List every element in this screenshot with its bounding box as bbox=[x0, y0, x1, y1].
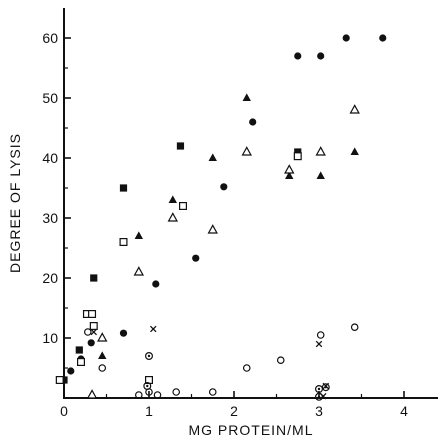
marker-dot bbox=[147, 354, 151, 358]
open-triangle-point bbox=[315, 146, 326, 156]
filled-circle-point bbox=[67, 367, 75, 375]
filled-circle-point bbox=[87, 339, 95, 347]
open-triangle-point bbox=[349, 104, 360, 114]
open-circle-point bbox=[84, 328, 92, 336]
dotted-circle-point bbox=[321, 383, 330, 392]
open-circle-point bbox=[98, 364, 107, 372]
filled-triangle-point bbox=[208, 153, 217, 161]
filled-circle-point bbox=[119, 329, 128, 337]
open-triangle-point bbox=[167, 212, 179, 222]
open-circle-point bbox=[135, 391, 143, 399]
open-square-point bbox=[76, 358, 85, 367]
dotted-circle-point bbox=[143, 382, 152, 391]
filled-triangle-point bbox=[168, 195, 177, 203]
open-triangle-point bbox=[97, 332, 108, 342]
filled-circle-point bbox=[152, 280, 160, 288]
open-square-point bbox=[119, 238, 128, 247]
filled-square-point bbox=[119, 184, 128, 192]
y-tick-label: 10 bbox=[42, 330, 58, 346]
filled-triangle-point bbox=[285, 171, 294, 179]
open-circle-point bbox=[242, 364, 251, 372]
open-triangle-point bbox=[207, 224, 218, 234]
y-axis-label: DEGREE OF LYSIS bbox=[7, 133, 23, 273]
open-circle-point bbox=[208, 388, 217, 396]
filled-circle-point bbox=[294, 52, 302, 60]
filled-circle-point bbox=[192, 254, 200, 262]
filled-square-point bbox=[75, 346, 83, 354]
open-square-point bbox=[293, 152, 302, 161]
marker-dot bbox=[317, 387, 321, 391]
filled-square-point bbox=[176, 142, 185, 150]
marker-stroke bbox=[322, 382, 330, 390]
filled-square-point bbox=[60, 376, 68, 384]
open-square-point bbox=[55, 376, 64, 385]
marker-ring bbox=[143, 382, 152, 391]
data-points bbox=[55, 34, 387, 401]
y-tick-label: 40 bbox=[42, 150, 58, 166]
cross-point bbox=[90, 328, 98, 336]
y-tick-label: 30 bbox=[42, 210, 58, 226]
open-circle-point bbox=[276, 356, 285, 365]
y-tick-label: 60 bbox=[42, 30, 58, 46]
filled-triangle-point bbox=[134, 231, 143, 239]
marker-dot bbox=[146, 384, 149, 388]
cross-point bbox=[322, 382, 330, 390]
y-tick-label: 20 bbox=[42, 270, 58, 286]
marker-stroke bbox=[315, 340, 323, 348]
open-triangle-point bbox=[284, 164, 295, 174]
marker-ring bbox=[321, 383, 330, 392]
open-triangle-point bbox=[86, 389, 98, 399]
marker-stroke bbox=[319, 392, 327, 400]
open-circle-point bbox=[172, 388, 181, 396]
dotted-circle-point bbox=[145, 352, 154, 361]
x-tick-label: 0 bbox=[60, 403, 68, 419]
open-square-point bbox=[179, 202, 188, 211]
open-triangle-point bbox=[241, 146, 252, 156]
filled-circle-point bbox=[249, 118, 257, 126]
open-circle-point bbox=[153, 391, 162, 399]
marker-ring bbox=[145, 352, 154, 361]
filled-triangle-point bbox=[316, 171, 325, 179]
x-tick-label: 4 bbox=[400, 403, 408, 419]
open-circle-point bbox=[316, 331, 325, 339]
filled-circle-point bbox=[379, 34, 387, 42]
open-square-point bbox=[89, 322, 98, 331]
cross-point bbox=[149, 325, 157, 333]
filled-circle-point bbox=[317, 52, 325, 60]
marker-stroke bbox=[90, 328, 98, 336]
axes bbox=[63, 8, 438, 399]
open-triangle-point bbox=[133, 266, 145, 276]
open-square-point bbox=[88, 310, 97, 319]
marker-dot bbox=[317, 395, 321, 398]
x-tick-label: 3 bbox=[315, 403, 323, 419]
filled-circle-point bbox=[342, 34, 350, 42]
ticks: 0 1 2 3 4 10 20 30 40 50 60 bbox=[42, 30, 408, 419]
marker-stroke bbox=[149, 325, 157, 333]
x-tick-label: 1 bbox=[145, 403, 153, 419]
cross-point bbox=[315, 340, 323, 348]
open-circle-point bbox=[350, 323, 359, 332]
filled-triangle-point bbox=[98, 351, 107, 359]
x-axis-label: MG PROTEIN/ML bbox=[188, 422, 313, 438]
x-tick-label: 2 bbox=[230, 403, 238, 419]
cross-point bbox=[319, 392, 327, 400]
y-tick-label: 50 bbox=[42, 90, 58, 106]
filled-square-point bbox=[90, 274, 98, 282]
filled-square-point bbox=[294, 148, 302, 156]
filled-triangle-point bbox=[350, 147, 359, 155]
filled-circle-point bbox=[220, 183, 228, 191]
filled-triangle-point bbox=[242, 93, 251, 101]
